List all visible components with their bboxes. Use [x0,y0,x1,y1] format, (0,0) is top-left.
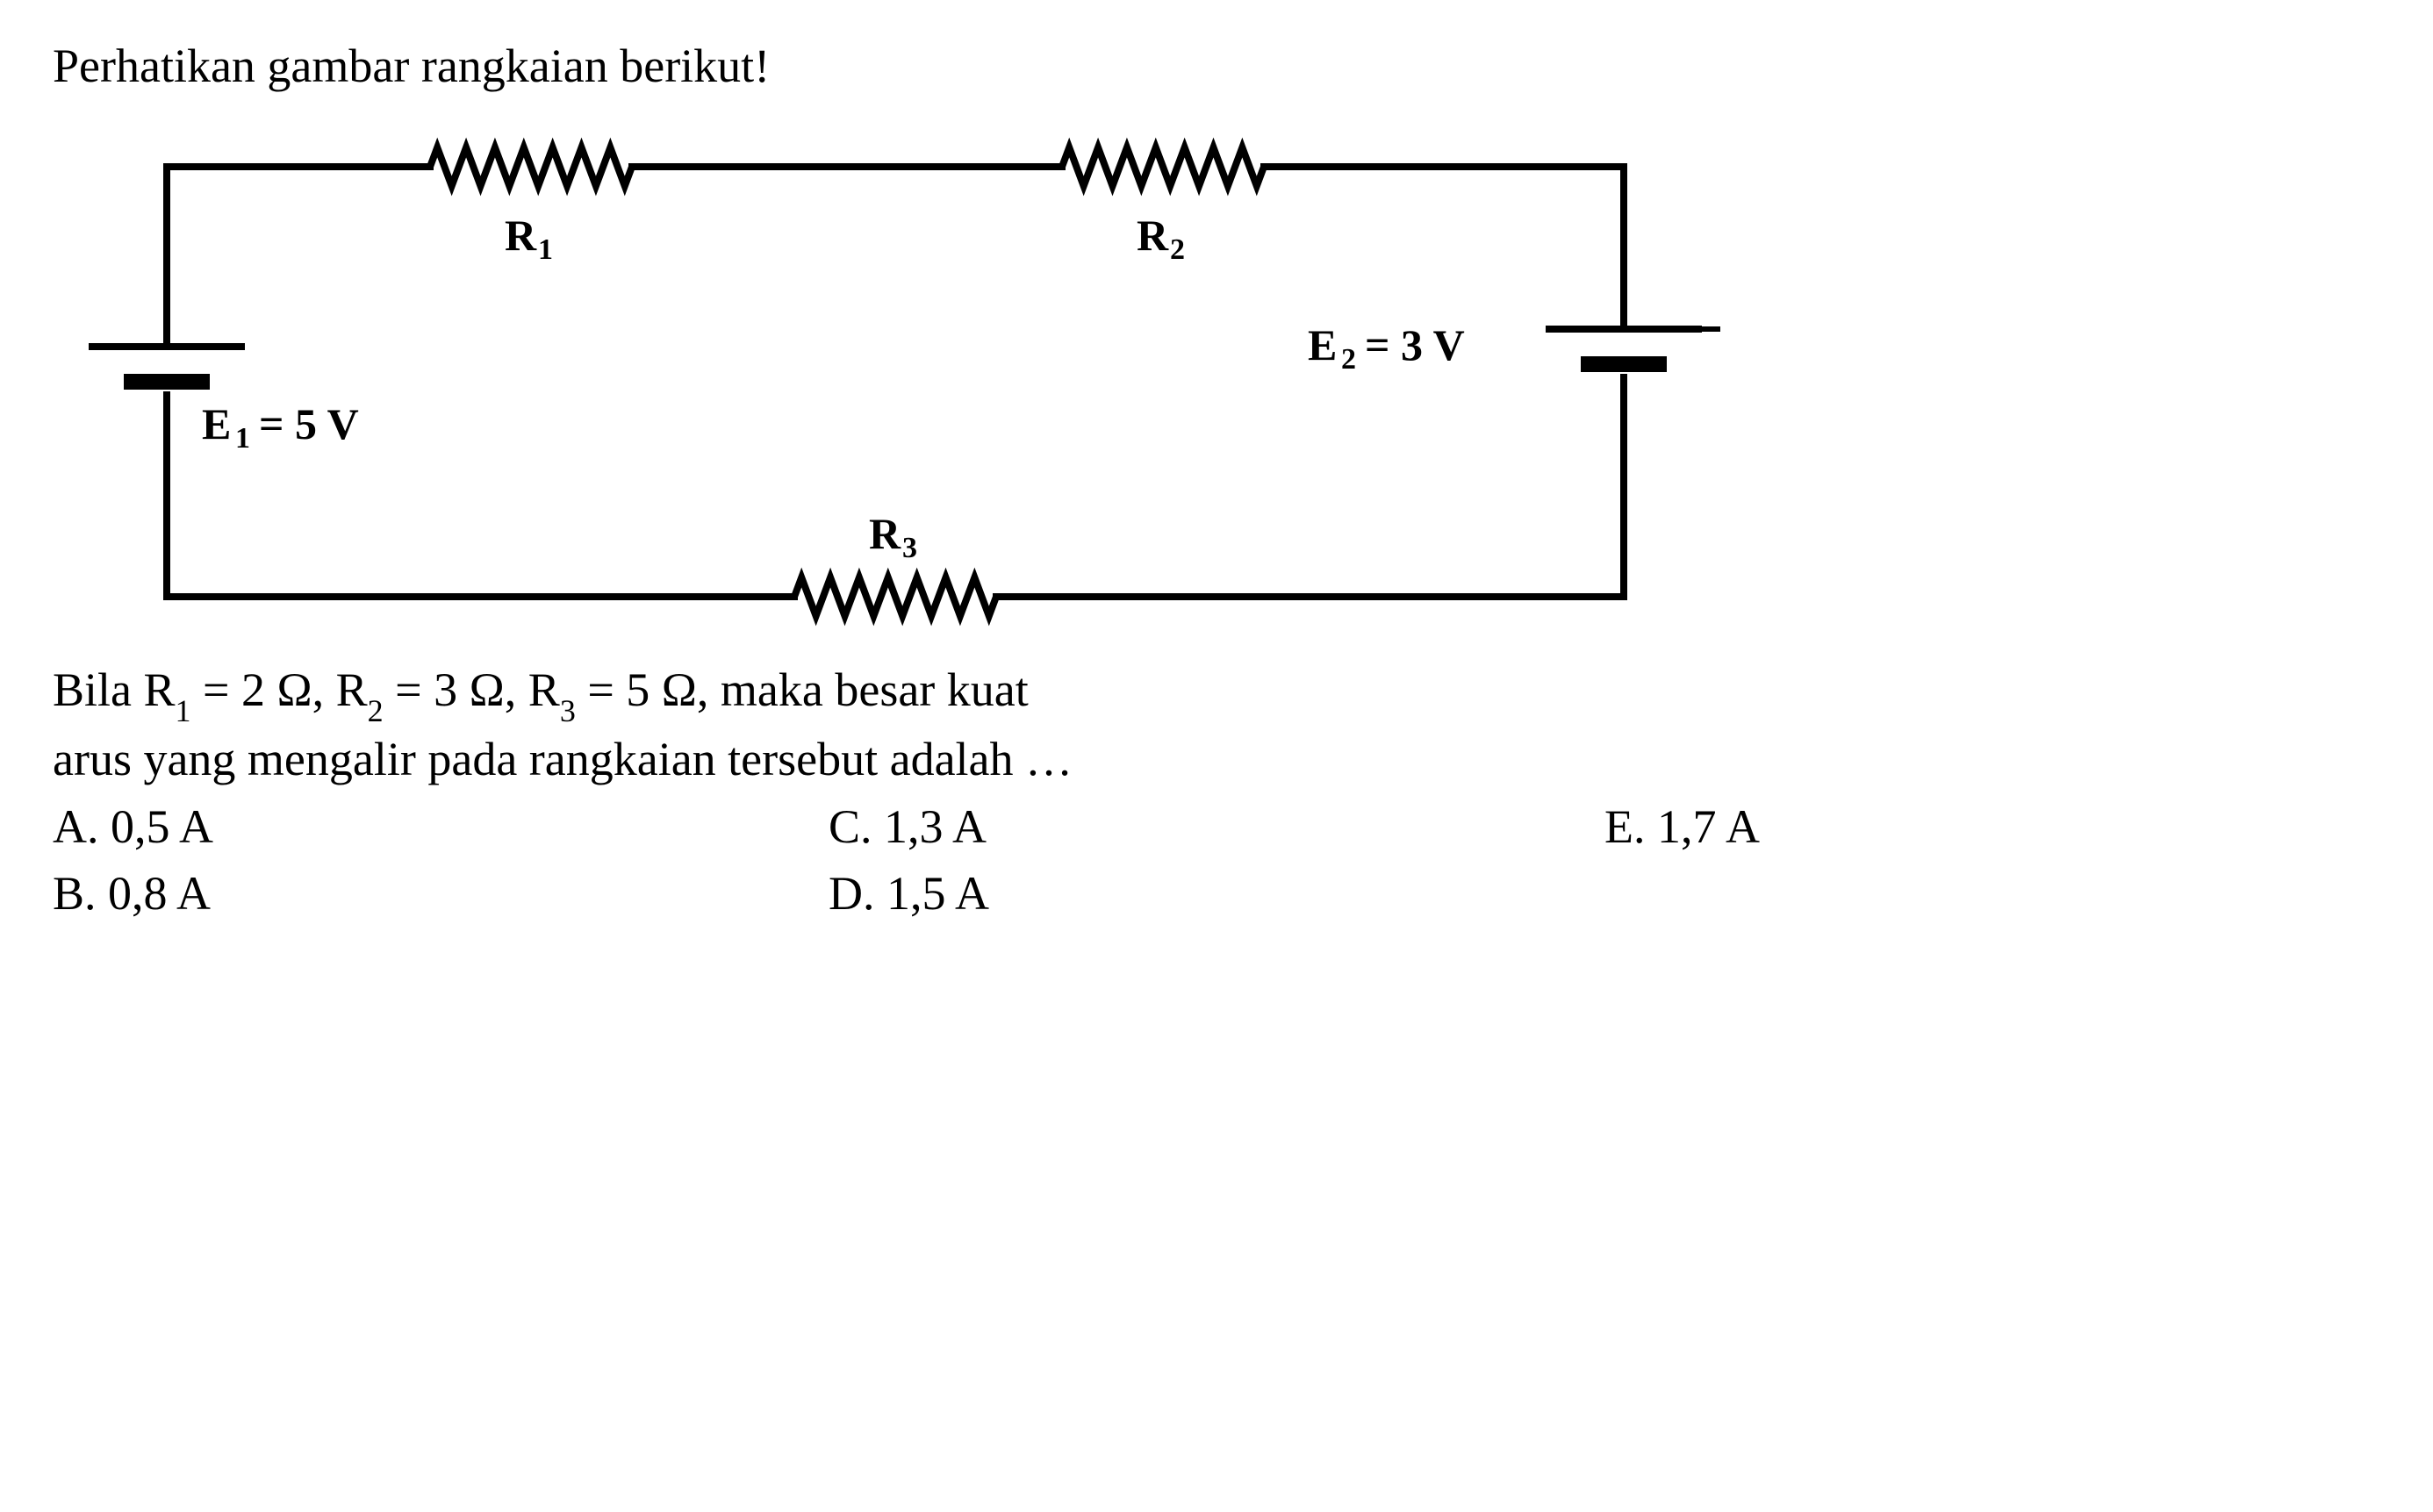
option-c: C. 1,3 A [829,799,1604,854]
svg-text:2: 2 [1170,233,1185,266]
option-a: A. 0,5 A [53,799,829,854]
svg-text:1: 1 [538,233,553,266]
svg-text:R: R [1137,211,1169,260]
option-b: B. 0,8 A [53,866,829,921]
val-r2: 3 [434,663,457,716]
unit-r1: Ω [277,663,312,716]
option-blank [1604,866,2380,921]
unit-r3: Ω [662,663,697,716]
svg-text:E: E [1308,320,1337,369]
given-values: Bila R1 = 2 Ω, R2 = 3 Ω, R3 = 5 Ω, maka … [53,658,2380,791]
given-tail: , maka besar kuat [697,663,1029,716]
answer-options: A. 0,5 A C. 1,3 A E. 1,7 A B. 0,8 A D. 1… [53,799,2380,921]
svg-text:R: R [505,211,537,260]
val-r1: 2 [241,663,265,716]
sym-r1: R [144,663,176,716]
svg-text:R: R [869,509,901,558]
svg-text:2: 2 [1341,343,1356,376]
eq-r3: = [587,663,614,716]
eq-r2: = [395,663,421,716]
given-prefix: Bila [53,663,144,716]
svg-text:E: E [202,399,231,448]
svg-text:= 3 V: = 3 V [1365,320,1465,369]
svg-text:= 5 V: = 5 V [259,399,359,448]
given-line2: arus yang mengalir pada rangkaian terseb… [53,733,1073,785]
sym-r2: R [336,663,368,716]
circuit-diagram: R1R2R3E1= 5 VE2= 3 V [53,105,2380,649]
svg-text:1: 1 [235,422,250,455]
unit-r2: Ω [470,663,505,716]
val-r3: 5 [626,663,650,716]
question-prompt: Perhatikan gambar rangkaian berikut! [53,35,2380,97]
svg-text:3: 3 [902,532,917,564]
option-d: D. 1,5 A [829,866,1604,921]
sub-r3: 3 [560,693,576,728]
option-e: E. 1,7 A [1604,799,2380,854]
sub-r1: 1 [176,693,191,728]
sub-r2: 2 [368,693,384,728]
eq-r1: = [203,663,229,716]
sym-r3: R [528,663,560,716]
